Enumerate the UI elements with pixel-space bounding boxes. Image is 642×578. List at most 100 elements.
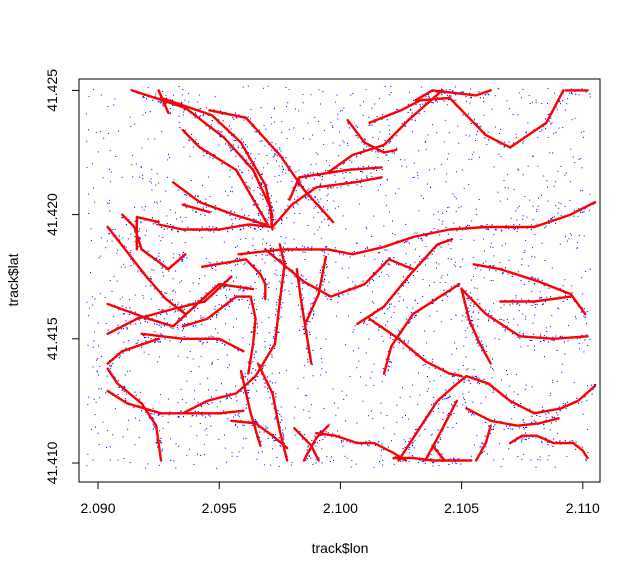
gps-point bbox=[376, 150, 378, 152]
gps-point bbox=[343, 177, 345, 179]
gps-point bbox=[454, 86, 456, 88]
gps-point bbox=[562, 100, 564, 102]
gps-point bbox=[313, 297, 315, 299]
track-line bbox=[288, 166, 383, 201]
gps-point bbox=[207, 176, 209, 178]
gps-point bbox=[324, 290, 326, 292]
gps-point bbox=[322, 439, 324, 440]
gps-point bbox=[400, 460, 402, 462]
gps-point bbox=[342, 140, 344, 142]
gps-point bbox=[125, 246, 127, 248]
gps-point bbox=[491, 358, 493, 360]
gps-point bbox=[536, 414, 538, 416]
gps-point bbox=[378, 138, 379, 140]
gps-point bbox=[389, 306, 391, 308]
gps-point bbox=[254, 264, 256, 266]
track-line bbox=[295, 268, 313, 365]
gps-point bbox=[263, 124, 265, 126]
gps-point bbox=[308, 455, 310, 457]
gps-point bbox=[160, 437, 162, 439]
gps-point bbox=[500, 128, 502, 130]
gps-point bbox=[135, 417, 136, 419]
gps-point bbox=[259, 269, 261, 271]
gps-point bbox=[101, 355, 103, 357]
gps-point bbox=[283, 281, 285, 283]
gps-point bbox=[140, 165, 142, 167]
gps-point bbox=[245, 238, 247, 239]
gps-point bbox=[189, 290, 191, 292]
gps-point bbox=[229, 215, 231, 217]
gps-point bbox=[214, 284, 216, 286]
gps-point bbox=[521, 298, 523, 300]
gps-point bbox=[302, 326, 304, 328]
gps-point bbox=[113, 316, 115, 317]
gps-point bbox=[242, 155, 244, 157]
gps-point bbox=[199, 422, 201, 424]
gps-point bbox=[529, 199, 531, 201]
gps-point bbox=[263, 293, 265, 295]
gps-point bbox=[527, 122, 529, 124]
gps-point bbox=[219, 131, 221, 133]
gps-point bbox=[391, 152, 393, 154]
gps-point bbox=[515, 133, 517, 135]
gps-point bbox=[444, 119, 446, 121]
gps-point bbox=[147, 87, 149, 88]
gps-point bbox=[398, 329, 400, 331]
gps-point bbox=[448, 99, 450, 101]
gps-point bbox=[134, 311, 136, 313]
gps-point bbox=[565, 109, 567, 111]
gps-point bbox=[269, 397, 271, 399]
gps-point bbox=[513, 391, 515, 393]
gps-point bbox=[384, 249, 386, 251]
gps-point bbox=[229, 298, 231, 300]
gps-point bbox=[152, 423, 154, 425]
gps-point bbox=[440, 277, 442, 279]
gps-point bbox=[307, 225, 309, 226]
gps-point bbox=[467, 368, 469, 370]
gps-point bbox=[547, 113, 549, 115]
gps-point bbox=[236, 277, 238, 279]
gps-point bbox=[492, 368, 493, 370]
gps-point bbox=[325, 160, 327, 162]
gps-point bbox=[304, 394, 306, 396]
gps-point bbox=[236, 258, 238, 260]
gps-point bbox=[156, 446, 158, 448]
gps-point bbox=[560, 203, 562, 205]
gps-point bbox=[388, 263, 390, 265]
gps-point bbox=[192, 325, 194, 327]
gps-point bbox=[388, 358, 390, 360]
gps-point bbox=[162, 261, 164, 263]
gps-point bbox=[300, 308, 302, 310]
gps-point bbox=[517, 456, 519, 457]
gps-point bbox=[263, 464, 265, 466]
gps-point bbox=[498, 338, 500, 340]
track-line bbox=[465, 407, 560, 427]
gps-point bbox=[546, 417, 548, 419]
gps-point bbox=[423, 197, 425, 199]
gps-point bbox=[204, 298, 206, 300]
gps-point bbox=[266, 155, 268, 156]
gps-point bbox=[170, 327, 172, 329]
gps-point bbox=[557, 307, 559, 309]
gps-point bbox=[433, 228, 435, 230]
gps-point bbox=[492, 391, 494, 393]
gps-point bbox=[376, 116, 378, 118]
gps-point bbox=[498, 153, 500, 155]
gps-point bbox=[431, 298, 433, 300]
gps-point bbox=[294, 406, 296, 408]
gps-point bbox=[420, 237, 422, 239]
gps-point bbox=[299, 213, 301, 214]
gps-point bbox=[522, 218, 524, 220]
gps-point bbox=[369, 124, 371, 126]
gps-point bbox=[355, 156, 357, 158]
gps-point bbox=[477, 130, 479, 132]
gps-point bbox=[284, 261, 286, 263]
track-line bbox=[315, 432, 407, 462]
gps-point bbox=[314, 443, 316, 445]
gps-point bbox=[447, 207, 449, 209]
gps-point bbox=[277, 410, 279, 412]
gps-point bbox=[190, 425, 192, 427]
gps-point bbox=[279, 259, 281, 261]
gps-point bbox=[471, 220, 473, 222]
gps-point bbox=[275, 308, 277, 310]
